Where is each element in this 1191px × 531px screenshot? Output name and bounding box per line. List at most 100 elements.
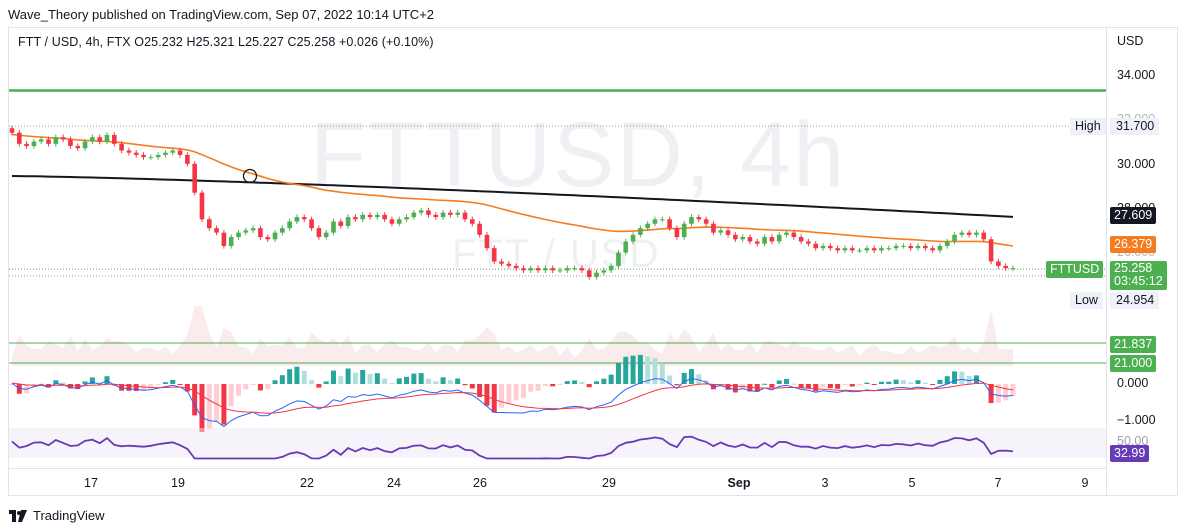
candle-body [689, 217, 694, 224]
candle-body [433, 214, 439, 218]
macd-histogram-bar [915, 380, 921, 384]
time-tick: 24 [387, 476, 401, 490]
macd-histogram-bar [959, 371, 965, 384]
macd-histogram-bar [864, 382, 870, 384]
macd-histogram-bar [535, 384, 541, 391]
macd-histogram-bar [38, 383, 44, 385]
time-tick: 19 [171, 476, 185, 490]
macd-histogram-bar [433, 381, 439, 384]
time-tick: 26 [473, 476, 487, 490]
candle-body [543, 268, 548, 271]
time-tick: 7 [994, 476, 1002, 490]
macd-histogram-bar [396, 378, 402, 384]
macd-histogram-bar [287, 369, 293, 384]
macd-histogram-bar [637, 354, 643, 384]
macd-histogram-bar [550, 384, 556, 387]
macd-histogram-bar [374, 373, 380, 384]
candle-body [901, 245, 906, 247]
candle-body [703, 219, 709, 224]
candle-body [141, 154, 146, 158]
candle-body [382, 214, 387, 220]
candle-body [813, 243, 819, 249]
candle-body [243, 230, 249, 233]
candle-body [68, 139, 73, 147]
symbol-tag: FTTUSD [1046, 261, 1104, 278]
ohlc-legend: FTT / USD, 4h, FTX O25.232 H25.321 L25.2… [18, 35, 434, 49]
macd-histogram-bar [316, 384, 322, 388]
candle-body [272, 232, 278, 240]
candle-body [294, 217, 300, 222]
candle-body [784, 232, 789, 235]
candle-body [871, 248, 877, 251]
macd-histogram-bar [930, 384, 936, 385]
last-price-tag: 25.258 03:45:12 [1110, 261, 1167, 290]
time-tick: 5 [908, 476, 916, 490]
candle-body [353, 217, 358, 220]
macd-histogram-bar [484, 384, 490, 406]
time-tick: 17 [84, 476, 98, 490]
time-axis-divider [8, 468, 1107, 469]
candle-body [521, 268, 526, 271]
macd-histogram-bar [681, 372, 687, 384]
macd-histogram-bar [747, 384, 753, 392]
macd-histogram-bar [404, 376, 410, 384]
macd-histogram-bar [601, 378, 607, 384]
macd-histogram-bar [236, 384, 242, 396]
ema200-price-tag: 27.609 [1110, 207, 1157, 224]
macd-histogram-bar [667, 375, 673, 384]
candle-body [966, 232, 972, 235]
macd-histogram-bar [82, 381, 88, 384]
candle-body [228, 237, 234, 246]
candle-body [192, 163, 197, 193]
candle-body [608, 265, 614, 271]
candle-body [806, 241, 811, 244]
ema50-price-tag: 26.379 [1110, 236, 1157, 253]
macd-histogram-bar [762, 383, 768, 385]
support-tag-1: 21.837 [1110, 336, 1157, 353]
macd-histogram-bar [995, 384, 1001, 403]
candle-body [104, 134, 110, 142]
ema-slow-line [11, 175, 1014, 218]
candle-body [638, 228, 643, 235]
candle-body [60, 137, 66, 140]
candle-body [360, 214, 366, 220]
price-tick: 30.000 [1117, 157, 1156, 171]
candle-body [75, 146, 81, 149]
macd-histogram-bar [659, 363, 665, 384]
macd-histogram-bar [455, 378, 461, 384]
macd-histogram-bar [849, 384, 855, 387]
macd-histogram-bar [60, 382, 66, 384]
candle-body [367, 214, 373, 218]
macd-histogram-bar [769, 384, 775, 388]
macd-histogram-bar [798, 384, 804, 388]
candle-body [886, 248, 892, 250]
candle-body [323, 232, 329, 238]
candle-body [740, 237, 745, 240]
last-price: 25.258 [1114, 261, 1153, 275]
macd-histogram-bar [177, 384, 183, 385]
time-tick: Sep [727, 476, 751, 490]
macd-histogram-bar [791, 383, 797, 385]
macd-histogram-bar [148, 384, 154, 389]
macd-histogram-bar [608, 374, 614, 384]
candle-body [477, 223, 482, 235]
candle-body [9, 128, 15, 133]
macd-histogram-bar [689, 369, 695, 384]
macd-histogram-bar [645, 356, 651, 384]
time-tick: 22 [300, 476, 314, 490]
macd-histogram-bar [944, 376, 950, 384]
candle-body [550, 268, 555, 271]
macd-histogram-bar [67, 384, 73, 389]
candle-body [616, 252, 621, 266]
candle-body [258, 228, 263, 238]
candle-body [820, 245, 826, 249]
candle-body [937, 245, 943, 251]
candle-body [586, 270, 592, 278]
candle-body [711, 223, 716, 233]
candle-body [375, 214, 380, 218]
macd-histogram-bar [652, 357, 658, 384]
candle-body [31, 141, 37, 147]
candle-body [557, 270, 563, 272]
macd-histogram-bar [53, 380, 59, 384]
